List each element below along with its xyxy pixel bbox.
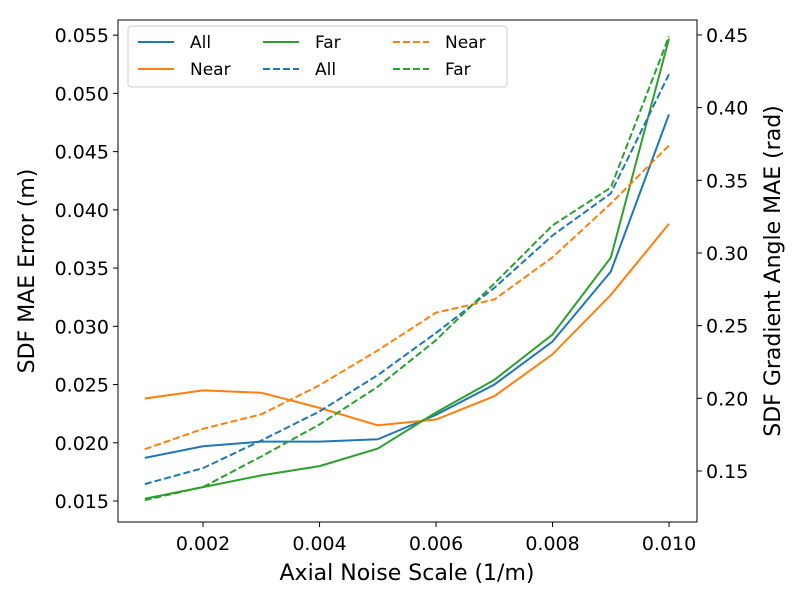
y-right-tick-label: 0.40 <box>706 98 748 120</box>
y-tick-label: 0.030 <box>55 316 109 338</box>
y-right-tick-label: 0.45 <box>706 25 748 47</box>
x-tick-label: 0.002 <box>176 533 230 555</box>
x-tick-label: 0.010 <box>642 533 696 555</box>
legend-label: All <box>190 33 211 53</box>
y-axis-label: SDF MAE Error (m) <box>15 169 40 374</box>
legend-box <box>127 25 508 88</box>
x-tick-label: 0.004 <box>292 533 346 555</box>
y-right-tick-label: 0.15 <box>706 461 748 483</box>
plot-frame <box>117 19 698 523</box>
series-line-solid-all <box>144 113 670 459</box>
series-line-dashed-near <box>144 144 670 451</box>
series-line-solid-near <box>144 223 670 427</box>
y-right-tick-label: 0.35 <box>706 170 748 192</box>
series-line-solid-far <box>144 38 670 500</box>
y-right-tick-label: 0.20 <box>706 388 748 410</box>
series-line-dashed-all <box>144 73 670 486</box>
y-tick-label: 0.055 <box>55 25 109 47</box>
y-right-tick-label: 0.25 <box>706 316 748 338</box>
y-tick-label: 0.015 <box>55 491 109 513</box>
legend-label: Near <box>190 60 231 80</box>
y-tick-label: 0.040 <box>55 200 109 222</box>
legend: All Near Far All Near Far <box>127 25 508 88</box>
legend-label: Far <box>315 33 341 53</box>
legend-label: All <box>315 60 336 80</box>
y-tick-label: 0.045 <box>55 142 109 164</box>
x-tick-label: 0.006 <box>409 533 463 555</box>
y-tick-label: 0.050 <box>55 83 109 105</box>
legend-label: Far <box>445 60 471 80</box>
y-axis-right-label: SDF Gradient Angle MAE (rad) <box>761 105 786 436</box>
y-tick-label: 0.035 <box>55 258 109 280</box>
x-axis-label: Axial Noise Scale (1/m) <box>280 561 535 586</box>
y-right-tick-label: 0.30 <box>706 243 748 265</box>
legend-label: Near <box>445 33 486 53</box>
y-tick-label: 0.025 <box>55 375 109 397</box>
series-line-dashed-far <box>144 36 670 502</box>
y-tick-label: 0.020 <box>55 433 109 455</box>
x-tick-label: 0.008 <box>525 533 579 555</box>
